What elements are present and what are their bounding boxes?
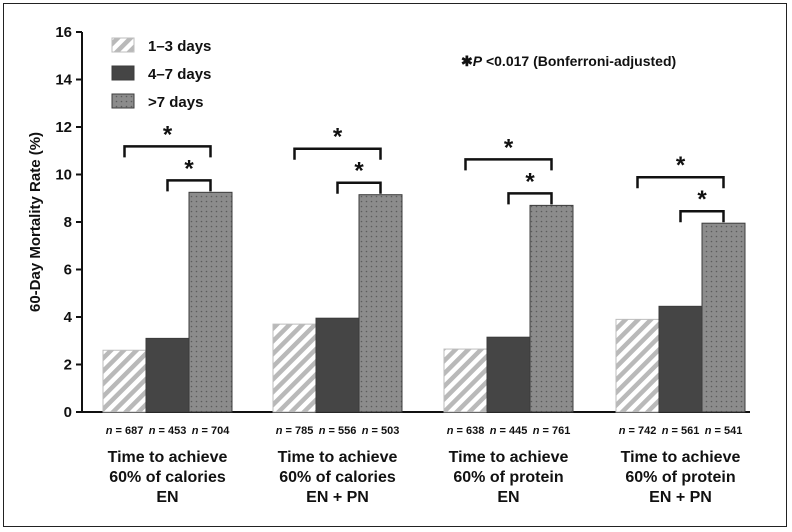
y-tick-label: 2 xyxy=(64,357,72,374)
group-label-line: 60% of protein xyxy=(625,469,735,486)
significance-star: * xyxy=(163,121,173,148)
bracket-1-3-vs-over-7 xyxy=(636,175,725,189)
n-label: n = 503 xyxy=(362,425,400,437)
significance-star: * xyxy=(676,152,686,179)
bar-over-7-days xyxy=(188,191,233,413)
significance-brackets xyxy=(123,145,725,223)
bar-1-3-days xyxy=(443,348,488,413)
bracket-1-3-vs-over-7 xyxy=(293,147,382,160)
group-label-line: EN xyxy=(156,489,178,506)
group-label-line: EN xyxy=(497,489,519,506)
significance-star: * xyxy=(333,124,343,151)
significance-star: * xyxy=(504,134,514,161)
p-value-annotation: ✱P <0.017 (Bonferroni-adjusted) xyxy=(461,53,676,69)
y-tick-label: 8 xyxy=(64,214,72,231)
y-tick-label: 4 xyxy=(64,309,73,326)
n-label: n = 704 xyxy=(192,425,231,437)
bracket-4-7-vs-over-7 xyxy=(336,181,382,194)
group-label-line: Time to achieve xyxy=(449,449,569,466)
significance-star: * xyxy=(525,168,535,195)
group-label-line: 60% of protein xyxy=(453,469,563,486)
group-label-line: 60% of calories xyxy=(109,469,226,486)
significance-star: * xyxy=(354,158,364,185)
bracket-1-3-vs-over-7 xyxy=(464,158,553,171)
n-label: n = 556 xyxy=(319,425,357,437)
chart-frame xyxy=(3,3,787,527)
legend-label: 1–3 days xyxy=(148,38,211,55)
bar-1-3-days xyxy=(272,323,317,413)
group-label-line: EN + PN xyxy=(649,489,712,506)
labels-layer: 0 2 4 6 8 10 12 14 16 60-Day Mortality Rate (%) n … xyxy=(27,24,742,506)
n-label: n = 453 xyxy=(149,425,187,437)
significance-star: * xyxy=(697,186,707,213)
bar-1-3-days xyxy=(615,318,660,413)
n-label: n = 638 xyxy=(447,425,485,437)
y-tick-label: 0 xyxy=(64,404,72,421)
bar-over-7-days xyxy=(701,222,746,413)
group-label-line: EN + PN xyxy=(306,489,369,506)
y-tick-label: 12 xyxy=(55,119,72,136)
n-label: n = 541 xyxy=(705,425,743,437)
legend-swatch xyxy=(111,93,135,109)
bars-layer xyxy=(102,191,746,413)
y-axis-label: 60-Day Mortality Rate (%) xyxy=(27,132,44,312)
n-label: n = 742 xyxy=(619,425,657,437)
group-label-line: Time to achieve xyxy=(278,449,398,466)
significance-star: * xyxy=(184,155,194,182)
legend-swatch xyxy=(111,65,135,81)
bar-4-7-days xyxy=(145,337,190,413)
bar-4-7-days xyxy=(315,317,360,413)
y-tick-label: 10 xyxy=(55,167,72,184)
legend-label: 4–7 days xyxy=(148,66,211,83)
bracket-4-7-vs-over-7 xyxy=(166,179,212,192)
bracket-4-7-vs-over-7 xyxy=(507,192,553,205)
bracket-4-7-vs-over-7 xyxy=(679,209,725,223)
group-label-line: 60% of calories xyxy=(279,469,396,486)
y-tick-label: 6 xyxy=(64,262,72,279)
legend-label: >7 days xyxy=(148,94,203,111)
y-tick-label: 16 xyxy=(55,24,72,41)
bar-4-7-days xyxy=(486,336,531,413)
y-tick-label: 14 xyxy=(55,72,72,89)
n-label: n = 445 xyxy=(490,425,528,437)
legend-swatch xyxy=(111,37,135,53)
n-label: n = 761 xyxy=(533,425,571,437)
bar-4-7-days xyxy=(658,305,703,413)
bracket-1-3-vs-over-7 xyxy=(123,145,212,158)
n-label: n = 687 xyxy=(106,425,144,437)
group-label-line: Time to achieve xyxy=(108,449,228,466)
bar-over-7-days xyxy=(358,194,403,413)
n-label: n = 561 xyxy=(662,425,700,437)
bar-1-3-days xyxy=(102,349,147,413)
group-label-line: Time to achieve xyxy=(621,449,741,466)
bar-over-7-days xyxy=(529,204,574,413)
n-label: n = 785 xyxy=(276,425,314,437)
